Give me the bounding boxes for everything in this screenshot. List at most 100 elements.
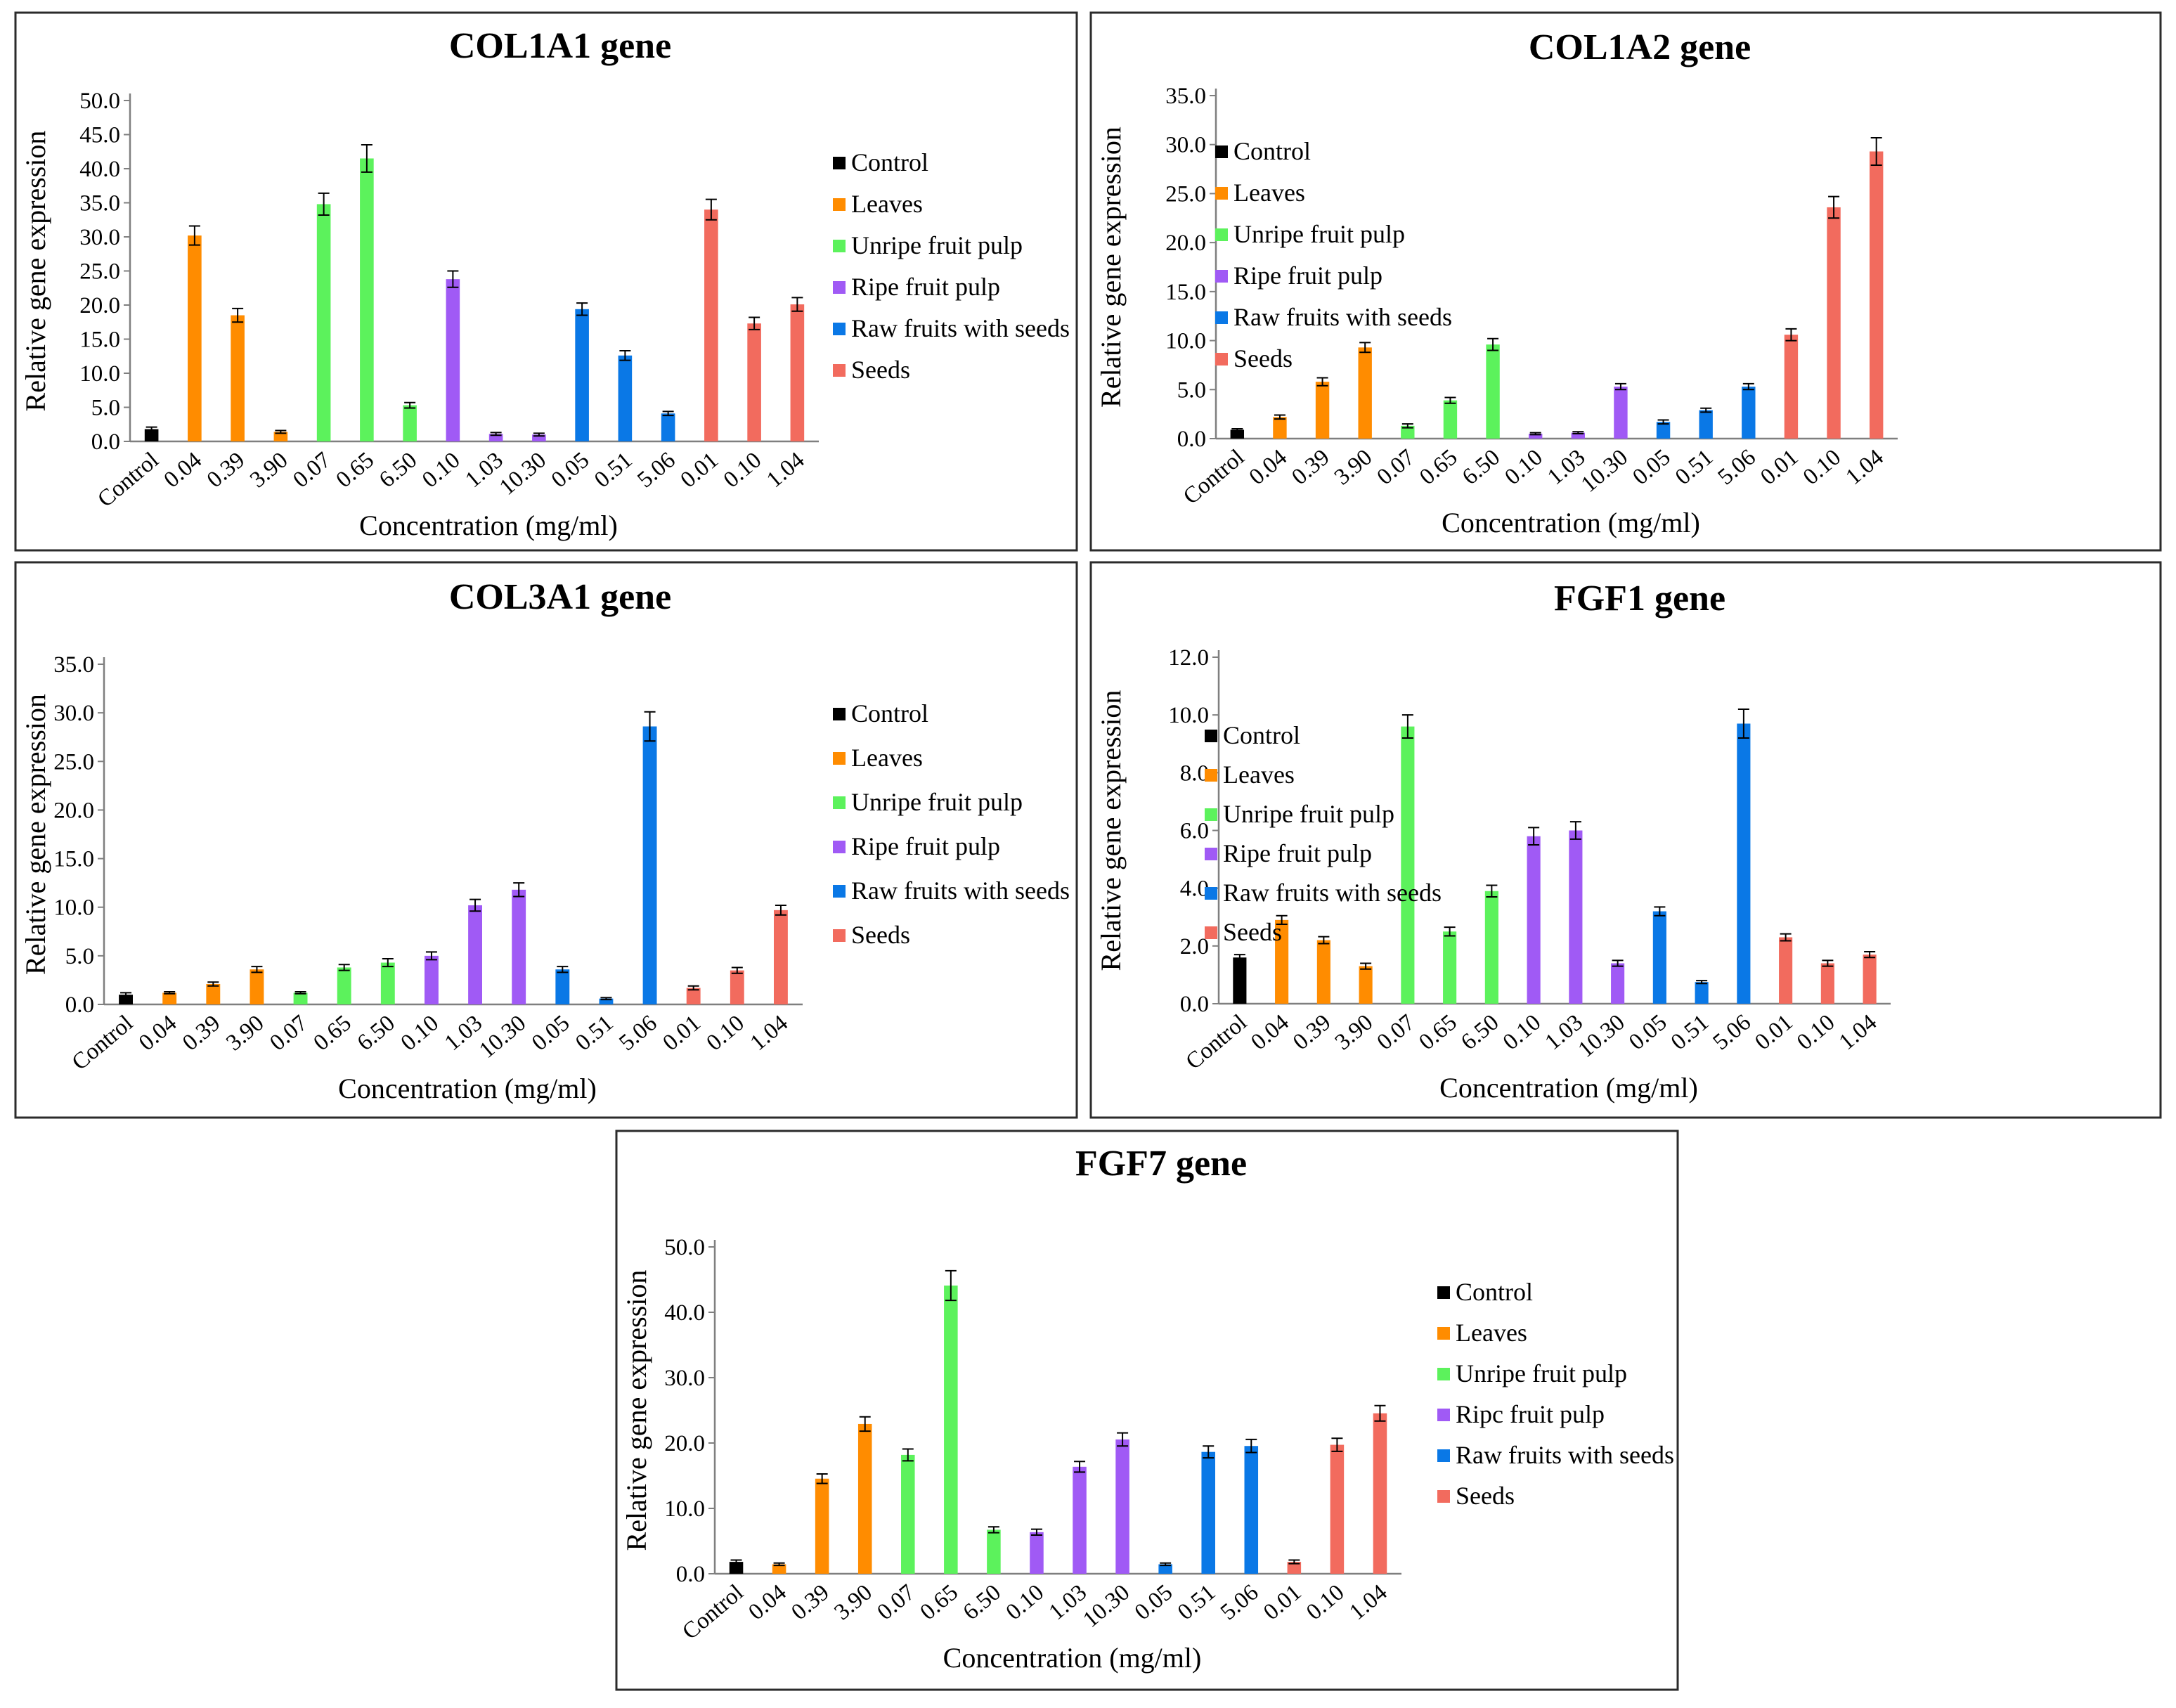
x-axis-label: Concentration (mg/ml) (338, 1073, 597, 1104)
legend-label: Control (1233, 137, 1311, 165)
bar (1695, 982, 1709, 1004)
y-tick-label: 5.0 (65, 944, 94, 969)
bar (316, 204, 331, 441)
bar (704, 209, 718, 441)
legend-label: Control (1456, 1278, 1533, 1306)
y-tick-label: 25.0 (79, 259, 120, 285)
bar (618, 355, 633, 441)
legend-label: Raw fruits with seeds (851, 314, 1070, 342)
x-axis-label: Concentration (mg/ml) (359, 510, 618, 541)
bar (1115, 1439, 1129, 1574)
legend-label: Raw fruits with seeds (1233, 303, 1452, 331)
legend-swatch (1437, 1409, 1450, 1421)
chart-title: COL3A1 gene (449, 577, 671, 617)
panel-border (1089, 11, 2162, 552)
bar (1699, 410, 1713, 439)
bar (380, 962, 395, 1004)
y-tick-label: 0.0 (1180, 992, 1209, 1017)
legend-swatch (1215, 187, 1228, 200)
legend-label: Seeds (851, 356, 910, 384)
legend-label: Seeds (1456, 1482, 1515, 1510)
chart-title: COL1A1 gene (449, 26, 671, 66)
y-tick-label: 5.0 (91, 396, 120, 421)
legend-swatch (833, 323, 846, 335)
y-tick-label: 20.0 (664, 1431, 705, 1456)
legend-label: Leaves (1456, 1319, 1527, 1347)
bar (144, 429, 159, 441)
bar (206, 983, 221, 1004)
y-tick-label: 30.0 (53, 701, 94, 726)
legend-swatch (1437, 1368, 1450, 1380)
panel-border (14, 561, 1078, 1119)
bar (1401, 425, 1415, 439)
bar (337, 967, 351, 1004)
bar (1569, 830, 1583, 1004)
bar (1275, 919, 1289, 1004)
bar (729, 1562, 744, 1574)
y-tick-label: 0.0 (65, 992, 94, 1018)
y-tick-label: 5.0 (1177, 377, 1206, 403)
legend-label: Raw fruits with seeds (1223, 879, 1442, 907)
y-tick-label: 15.0 (1165, 280, 1206, 305)
legend-swatch (1215, 311, 1228, 324)
chart-panel-3: COL3A1 gene 0.0 5.0 10.0 15.0 20.0 25.0 30.0 35.… (14, 561, 1078, 1119)
bar (1827, 207, 1841, 439)
bar (188, 235, 202, 441)
legend-swatch (1205, 769, 1217, 782)
bar (1230, 429, 1245, 439)
bar (1443, 400, 1458, 439)
bar (901, 1454, 915, 1574)
bar (1779, 937, 1793, 1004)
legend-label: Leaves (1223, 761, 1295, 789)
bar (772, 1564, 786, 1574)
bar (162, 992, 177, 1004)
bar (250, 969, 264, 1004)
legend-label: Leaves (851, 744, 923, 772)
bar (1201, 1451, 1215, 1574)
chart-title: FGF7 gene (1075, 1144, 1247, 1184)
bar (1273, 417, 1287, 439)
bar (1571, 432, 1586, 439)
legend-label: Leaves (1233, 179, 1305, 207)
bar (273, 432, 288, 441)
bar (403, 405, 417, 441)
y-tick-label: 15.0 (79, 328, 120, 353)
bar (661, 413, 675, 441)
bar (1315, 382, 1330, 439)
legend-swatch (833, 364, 846, 377)
bar (1330, 1444, 1345, 1574)
chart-panel-5: FGF7 gene 0.0 10.0 20.0 30.0 40.0 50.0 Relative… (615, 1130, 1679, 1691)
legend-swatch (1437, 1327, 1450, 1340)
legend-label: Raw fruits with seeds (1456, 1441, 1674, 1469)
legend-label: Ripe fruit pulp (1233, 261, 1382, 290)
bar (773, 910, 788, 1004)
y-tick-label: 25.0 (1165, 181, 1206, 207)
y-tick-label: 20.0 (53, 798, 94, 823)
bar (1656, 422, 1671, 439)
legend-swatch (1205, 848, 1217, 860)
y-tick-label: 30.0 (79, 225, 120, 250)
bar (488, 434, 503, 441)
bar (231, 315, 245, 441)
bar (1614, 387, 1628, 439)
legend-swatch (1215, 353, 1228, 365)
legend-swatch (833, 708, 846, 720)
bar (1863, 955, 1877, 1004)
panel-border (1089, 561, 2162, 1119)
legend-swatch (1215, 228, 1228, 241)
bar (1030, 1532, 1044, 1574)
legend-swatch (833, 796, 846, 809)
legend-label: Control (851, 148, 928, 176)
y-tick-label: 10.0 (1168, 703, 1209, 728)
legend-swatch (833, 885, 846, 898)
legend-swatch (1215, 270, 1228, 283)
bar (686, 988, 701, 1004)
legend-swatch (1437, 1490, 1450, 1503)
chart-title: COL1A2 gene (1529, 27, 1751, 67)
bar (555, 969, 570, 1004)
legend-label: Unripe fruit pulp (1223, 800, 1394, 828)
bar (1158, 1564, 1172, 1574)
y-tick-label: 30.0 (1165, 133, 1206, 158)
bar (1869, 151, 1884, 439)
